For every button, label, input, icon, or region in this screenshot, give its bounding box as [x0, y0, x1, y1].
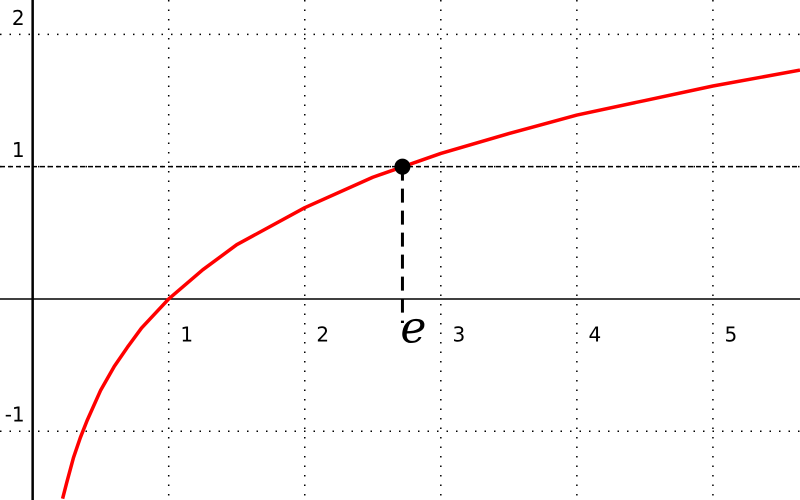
y-tick-label: 2 [12, 6, 25, 30]
curve [60, 68, 800, 500]
x-tick-label: 3 [452, 322, 465, 346]
x-tick-label: 4 [589, 322, 602, 346]
highlight-label: e [400, 302, 426, 353]
highlight-point [394, 158, 411, 175]
x-tick-label: 2 [316, 322, 329, 346]
x-tick-label: 5 [725, 322, 738, 346]
y-tick-label: -1 [5, 403, 25, 427]
y-tick-label: 1 [12, 138, 25, 162]
x-tick-label: 1 [180, 322, 193, 346]
